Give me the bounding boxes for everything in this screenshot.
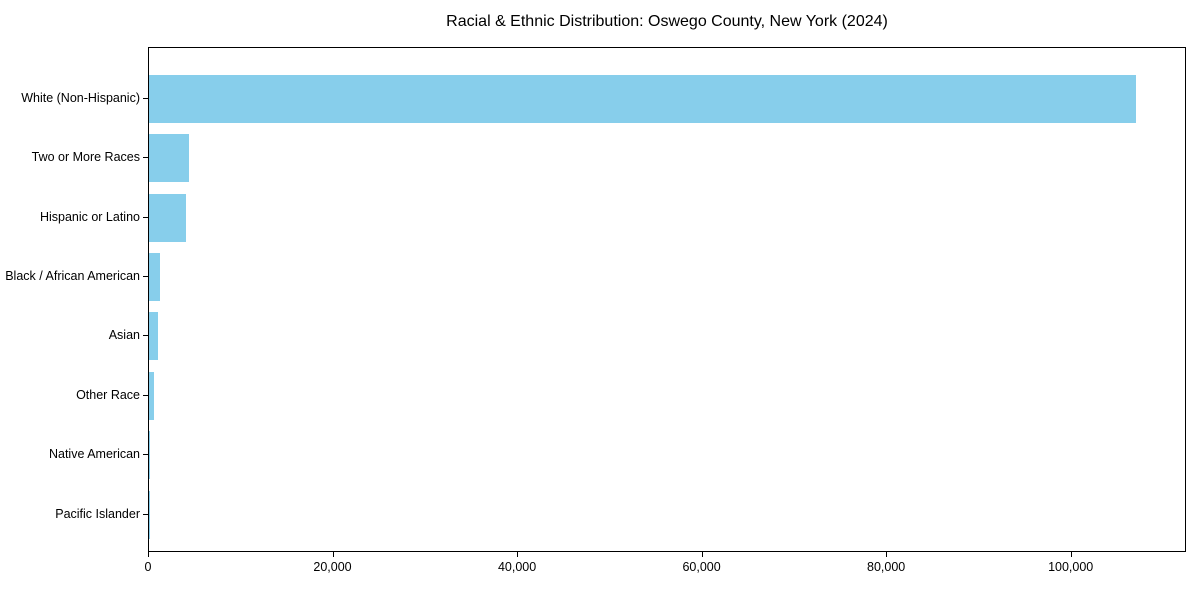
x-axis-tick-label: 100,000: [1048, 560, 1094, 574]
x-axis-tick: [148, 552, 150, 557]
x-axis-tick: [886, 552, 888, 557]
y-axis-label: Other Race: [76, 387, 140, 402]
y-axis-tick: [143, 216, 148, 218]
x-axis-tick: [332, 552, 334, 557]
x-axis-tick: [1070, 552, 1072, 557]
chart-title: Racial & Ethnic Distribution: Oswego Cou…: [446, 13, 888, 30]
y-axis-label: Asian: [108, 328, 140, 343]
y-axis-label: Two or More Races: [31, 150, 140, 165]
bar-native-american: [149, 431, 150, 480]
y-axis-label: Native American: [48, 447, 140, 462]
x-axis-tick-label: 80,000: [867, 560, 906, 574]
x-axis-tick-label: 20,000: [313, 560, 352, 574]
bar-asian: [149, 312, 159, 361]
y-axis-label: White (Non-Hispanic): [21, 90, 140, 105]
y-axis-label: Black / African American: [5, 268, 140, 283]
bar-hispanic-or-latino: [149, 193, 186, 242]
y-axis-tick: [143, 513, 148, 515]
plot-area: [148, 47, 1186, 552]
y-axis-label: Hispanic or Latino: [39, 209, 140, 224]
y-axis-tick: [143, 454, 148, 456]
bar-white-non-hispanic: [149, 74, 1137, 123]
y-axis-label: Pacific Islander: [55, 506, 140, 521]
bar-black-african-american: [149, 252, 160, 301]
x-axis-tick-label: 0: [144, 560, 152, 574]
bar-two-or-more-races: [149, 134, 189, 183]
x-axis-tick: [701, 552, 703, 557]
x-axis-tick-label: 40,000: [497, 560, 537, 574]
bar-other-race: [149, 371, 154, 420]
y-axis-tick: [143, 394, 148, 396]
x-axis-tick: [517, 552, 519, 557]
y-axis-tick: [143, 157, 148, 159]
x-axis-tick-label: 60,000: [682, 560, 721, 574]
y-axis-tick: [143, 275, 148, 278]
y-axis-tick: [143, 335, 148, 337]
y-axis-tick: [143, 97, 148, 99]
